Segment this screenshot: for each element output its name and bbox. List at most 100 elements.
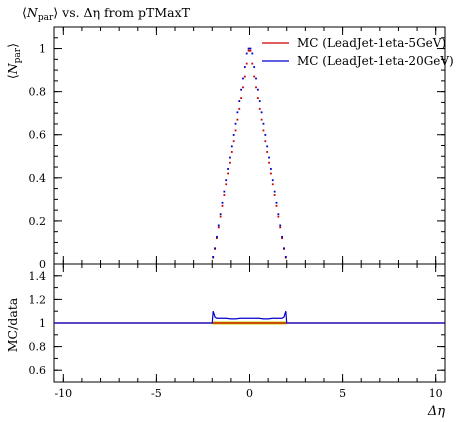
- title-rest: vs. Δη from pTMaxT: [58, 5, 190, 20]
- legend-label-5gev: MC (LeadJet-1eta-5GeV): [297, 36, 446, 50]
- chart-title: ⟨Npar⟩ vs. Δη from pTMaxT: [22, 5, 191, 23]
- data-point-series-0: [281, 237, 283, 240]
- data-point-series-1: [240, 88, 243, 91]
- data-point-series-1: [212, 255, 215, 258]
- ylabel-symbol: N: [5, 62, 20, 75]
- data-point-series-1: [283, 247, 285, 250]
- ylabel-open: ⟨: [5, 74, 20, 79]
- data-point-series-0: [219, 215, 222, 218]
- data-point-series-1: [249, 47, 252, 50]
- main-ytick-label: 0.4: [29, 172, 47, 185]
- data-point-series-1: [242, 77, 244, 80]
- data-point-series-0: [255, 86, 257, 89]
- data-point-series-1: [225, 179, 228, 182]
- xtick-label: 5: [339, 387, 346, 400]
- xtick-label: 10: [429, 387, 443, 400]
- data-point-series-1: [271, 179, 274, 182]
- data-point-series-1: [214, 247, 216, 250]
- main-ytick-label: 0.8: [29, 86, 47, 99]
- main-ytick-label: 1: [39, 43, 46, 56]
- data-point-series-0: [270, 172, 272, 175]
- ratio-ytick-label: 0.6: [29, 364, 47, 377]
- data-point-series-0: [273, 194, 276, 196]
- main-ytick-label: 0: [39, 258, 46, 271]
- data-point-series-1: [236, 111, 239, 114]
- data-point-series-0: [271, 183, 274, 186]
- ylabel-close: ⟩: [5, 43, 20, 48]
- data-point-series-1: [229, 156, 231, 159]
- data-point-series-1: [262, 122, 265, 125]
- data-point-series-1: [227, 168, 229, 170]
- data-point-series-1: [253, 66, 256, 68]
- data-point-series-1: [277, 213, 280, 216]
- data-point-series-0: [249, 49, 252, 52]
- data-point-series-1: [232, 134, 235, 136]
- data-point-series-0: [230, 151, 233, 153]
- data-point-series-0: [277, 215, 280, 218]
- ratio-ytick-label: 0.8: [29, 341, 47, 354]
- data-point-series-0: [216, 237, 218, 240]
- main-ytick-label: 0.2: [29, 215, 47, 228]
- data-point-series-1: [255, 77, 257, 80]
- data-point-series-0: [234, 129, 237, 132]
- data-point-series-0: [258, 107, 261, 110]
- data-point-series-0: [245, 62, 248, 65]
- x-axis-label: Δη: [427, 404, 445, 419]
- data-point-series-1: [221, 201, 224, 204]
- data-point-series-1: [270, 168, 272, 170]
- data-point-series-0: [253, 75, 256, 78]
- data-point-series-1: [256, 88, 259, 91]
- data-point-series-0: [225, 183, 228, 186]
- data-point-series-0: [240, 97, 243, 99]
- data-point-series-1: [230, 145, 233, 148]
- title-close: ⟩: [53, 5, 58, 20]
- ratio-marks: [54, 311, 445, 325]
- data-point-series-1: [273, 190, 276, 193]
- title-open: ⟨: [22, 5, 27, 20]
- data-point-series-0: [229, 161, 231, 164]
- data-point-series-0: [268, 161, 270, 164]
- data-point-series-1: [245, 52, 248, 55]
- data-point-series-1: [264, 134, 267, 136]
- data-point-series-1: [275, 201, 278, 204]
- data-point-series-0: [243, 75, 246, 78]
- data-point-series-0: [232, 140, 235, 143]
- data-point-series-0: [242, 86, 244, 89]
- xtick-label: -5: [151, 387, 162, 400]
- data-point-series-1: [251, 52, 254, 55]
- main-ytick-label: 0.6: [29, 129, 47, 142]
- data-point-series-0: [217, 226, 220, 229]
- ylabel-sub: par: [13, 47, 23, 63]
- legend: MC (LeadJet-1eta-5GeV) MC (LeadJet-1eta-…: [262, 36, 454, 68]
- data-point-series-1: [238, 100, 241, 103]
- main-axis-ticks: 0 0.2 0.4 0.6 0.8 1: [29, 26, 445, 271]
- data-point-series-0: [223, 194, 226, 196]
- data-point-series-1: [260, 111, 263, 114]
- data-point-series-0: [279, 226, 282, 229]
- data-point-series-1: [258, 100, 261, 103]
- ratio-ytick-label: 1.2: [29, 293, 47, 306]
- ratio-axis-ticks: 0.6 0.8 1 1.2 1.4 -10 -5 0 5 10: [29, 263, 445, 400]
- data-point-series-1: [217, 224, 220, 227]
- data-point-series-0: [227, 172, 229, 175]
- ratio-ytick-label: 1.4: [29, 270, 47, 283]
- data-point-series-0: [256, 97, 259, 99]
- data-point-series-0: [238, 107, 241, 110]
- data-point-series-0: [236, 118, 239, 121]
- data-point-series-0: [251, 62, 254, 65]
- data-point-series-1: [268, 156, 270, 159]
- data-point-series-1: [243, 66, 246, 68]
- main-data-points: [212, 47, 287, 259]
- ratio-line-1: [54, 311, 445, 324]
- data-point-series-1: [266, 145, 269, 148]
- data-point-series-0: [275, 204, 278, 207]
- ratio-ylabel: MC/data: [5, 297, 20, 352]
- data-point-series-1: [279, 224, 282, 227]
- data-point-series-0: [264, 140, 267, 143]
- ratio-ytick-label: 1: [39, 317, 46, 330]
- data-point-series-0: [262, 129, 265, 132]
- data-point-series-0: [221, 204, 224, 207]
- title-sub: par: [38, 13, 54, 23]
- data-point-series-1: [216, 235, 218, 238]
